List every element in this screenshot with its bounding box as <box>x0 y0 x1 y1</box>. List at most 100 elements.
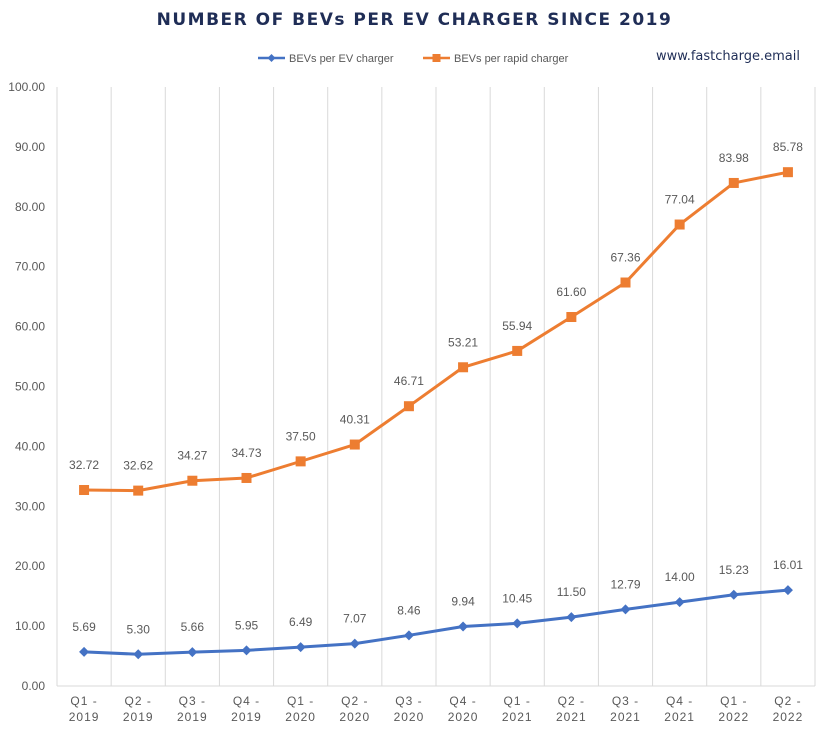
data-label: 55.94 <box>502 319 532 333</box>
data-point-marker <box>241 472 252 483</box>
x-tick-label-year: 2019 <box>177 710 208 724</box>
data-label: 67.36 <box>610 251 640 265</box>
data-point-marker <box>349 638 360 649</box>
data-label: 61.60 <box>556 285 586 299</box>
data-point-marker <box>187 647 198 658</box>
x-tick-label-year: 2021 <box>664 710 695 724</box>
x-tick-label-year: 2019 <box>69 710 100 724</box>
data-label: 83.98 <box>719 151 749 165</box>
y-tick-label: 30.00 <box>15 499 45 513</box>
data-label: 34.73 <box>231 446 261 460</box>
legend-marker <box>432 54 441 62</box>
data-label: 53.21 <box>448 335 478 349</box>
data-label: 32.62 <box>123 459 153 473</box>
series-line <box>84 170 789 493</box>
x-tick-label: Q4 - <box>449 694 476 708</box>
data-point-marker <box>403 401 414 412</box>
x-tick-label: Q2 - <box>558 694 585 708</box>
x-tick-label-year: 2021 <box>610 710 641 724</box>
data-point-marker <box>458 362 469 373</box>
data-point-marker <box>403 630 414 641</box>
y-tick-label: 20.00 <box>15 559 45 573</box>
data-point-marker <box>782 167 793 178</box>
data-label: 85.78 <box>773 140 803 154</box>
data-label: 5.69 <box>72 620 96 634</box>
legend-label: BEVs per EV charger <box>289 53 394 65</box>
data-label: 9.94 <box>451 594 475 608</box>
legend-marker <box>267 54 276 62</box>
x-tick-label-year: 2020 <box>448 710 479 724</box>
data-label: 5.30 <box>127 622 151 636</box>
legend-label: BEVs per rapid charger <box>454 53 569 65</box>
y-tick-label: 40.00 <box>15 439 45 453</box>
data-point-marker <box>187 475 198 486</box>
data-label: 7.07 <box>343 612 367 626</box>
data-point-marker <box>728 177 739 188</box>
x-tick-label-year: 2019 <box>231 710 262 724</box>
x-tick-label-year: 2021 <box>502 710 533 724</box>
data-label: 32.72 <box>69 458 99 472</box>
x-tick-label: Q1 - <box>504 694 531 708</box>
data-point-marker <box>782 585 793 596</box>
x-tick-label: Q4 - <box>666 694 693 708</box>
chart-title: NUMBER OF BEVs PER EV CHARGER SINCE 2019 <box>156 10 673 30</box>
x-tick-label: Q1 - <box>720 694 747 708</box>
x-tick-label: Q3 - <box>179 694 206 708</box>
data-point-marker <box>349 439 360 450</box>
data-point-marker <box>295 642 306 653</box>
x-tick-label: Q1 - <box>70 694 97 708</box>
x-tick-label: Q1 - <box>287 694 314 708</box>
data-label: 34.27 <box>177 449 207 463</box>
x-tick-label: Q2 - <box>774 694 801 708</box>
data-point-marker <box>566 312 577 323</box>
x-tick-label-year: 2020 <box>394 710 425 724</box>
data-label: 15.23 <box>719 563 749 577</box>
y-tick-label: 0.00 <box>22 679 46 693</box>
data-point-marker <box>79 485 90 496</box>
source-website: www.fastcharge.email <box>656 49 800 64</box>
y-tick-label: 70.00 <box>15 260 45 274</box>
data-label: 10.45 <box>502 591 532 605</box>
data-label: 46.71 <box>394 374 424 388</box>
data-label: 12.79 <box>610 577 640 591</box>
data-label: 6.49 <box>289 615 313 629</box>
data-label: 37.50 <box>286 429 316 443</box>
x-tick-label-year: 2020 <box>285 710 316 724</box>
data-point-marker <box>241 645 252 656</box>
x-tick-label-year: 2020 <box>339 710 370 724</box>
data-point-marker <box>295 456 306 467</box>
x-tick-label: Q2 - <box>125 694 152 708</box>
y-tick-label: 10.00 <box>15 619 45 633</box>
data-label: 16.01 <box>773 558 803 572</box>
data-label: 40.31 <box>340 413 370 427</box>
data-point-marker <box>728 589 739 600</box>
data-label: 5.95 <box>235 618 259 632</box>
data-point-marker <box>674 219 685 230</box>
data-label: 77.04 <box>665 193 695 207</box>
y-tick-label: 60.00 <box>15 320 45 334</box>
y-tick-label: 100.00 <box>8 80 45 94</box>
data-label: 14.00 <box>665 570 695 584</box>
data-point-marker <box>512 345 523 356</box>
data-label: 5.66 <box>181 620 205 634</box>
x-tick-label-year: 2022 <box>718 710 749 724</box>
x-tick-label: Q4 - <box>233 694 260 708</box>
x-tick-label-year: 2022 <box>773 710 804 724</box>
y-tick-label: 90.00 <box>15 140 45 154</box>
data-point-marker <box>620 277 631 288</box>
series-line <box>84 588 789 656</box>
data-point-marker <box>133 485 144 496</box>
data-point-marker <box>512 618 523 629</box>
data-point-marker <box>458 621 469 632</box>
x-tick-label: Q2 - <box>341 694 368 708</box>
data-point-marker <box>674 597 685 608</box>
x-tick-label: Q3 - <box>395 694 422 708</box>
data-label: 8.46 <box>397 603 421 617</box>
x-tick-label-year: 2021 <box>556 710 587 724</box>
data-point-marker <box>79 646 90 657</box>
x-tick-label: Q3 - <box>612 694 639 708</box>
y-tick-label: 80.00 <box>15 200 45 214</box>
data-label: 11.50 <box>557 585 586 599</box>
